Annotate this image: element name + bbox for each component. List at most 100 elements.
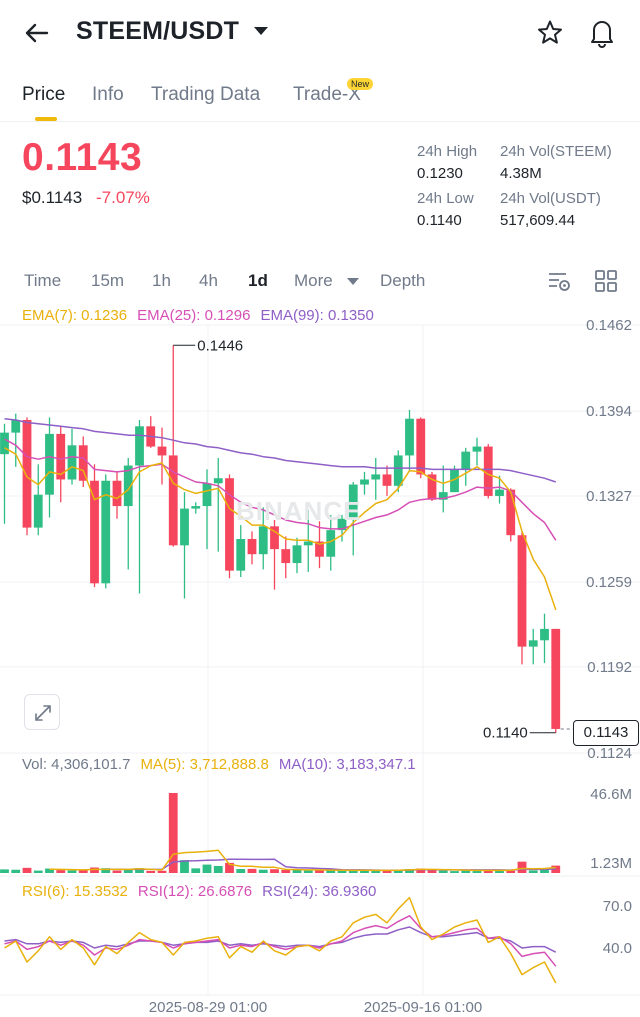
volume-bar <box>393 869 403 873</box>
interval-1d[interactable]: 1d <box>248 271 268 290</box>
volume-bar <box>427 869 437 873</box>
volume-bar <box>135 868 144 873</box>
chart-grid <box>0 324 640 996</box>
volume-bar <box>303 870 313 873</box>
bell-icon[interactable] <box>587 16 617 48</box>
volume-bar <box>270 869 279 873</box>
tab-bar: Price Info Trading Data Trade-X <box>0 76 640 122</box>
interval-bar: Time 15m 1h 4h 1d More Depth <box>0 264 640 298</box>
volume-bar <box>506 870 516 873</box>
candle-body <box>495 489 504 496</box>
volume-bar <box>202 864 212 873</box>
price-axis-label: 0.1462 <box>586 317 632 334</box>
candle-body <box>191 506 201 509</box>
volume-bar <box>405 869 414 873</box>
volume-bar <box>281 869 291 873</box>
volume-bar <box>0 869 9 873</box>
candle-body <box>270 526 279 550</box>
star-icon[interactable] <box>535 18 565 48</box>
arrow-left-icon[interactable] <box>22 18 52 48</box>
candle-body <box>45 433 54 495</box>
volume-bar <box>78 870 88 873</box>
volume-bar <box>11 869 21 873</box>
volume-bar <box>112 870 122 873</box>
volume-bar <box>157 870 167 873</box>
volume-bar <box>168 793 178 873</box>
candle-body <box>123 465 133 507</box>
price-axis-label: 0.1192 <box>587 659 632 676</box>
depth-tab[interactable]: Depth <box>380 271 426 290</box>
last-price-marker: 0.1143 <box>573 720 639 746</box>
caret-down-icon[interactable] <box>347 278 359 285</box>
volume-bar <box>56 870 66 873</box>
vol-quote-label: 24h Vol(USDT) <box>500 190 601 207</box>
price-axis-label: 0.1259 <box>586 574 632 591</box>
candle-body <box>303 541 313 546</box>
candle-body <box>371 474 381 480</box>
candle-body <box>0 432 9 455</box>
volume-bar <box>348 870 358 873</box>
candle-body <box>438 492 448 500</box>
tab-price[interactable]: Price <box>22 84 66 105</box>
volume-bar <box>67 870 77 873</box>
interval-time[interactable]: Time <box>24 271 62 290</box>
candle-body <box>236 539 246 571</box>
volume-bar <box>371 870 381 873</box>
candle-body <box>247 539 257 555</box>
indicator-settings-icon[interactable] <box>546 268 572 294</box>
candle-body <box>461 451 471 470</box>
pair-selector[interactable]: STEEM/USDT <box>76 17 240 45</box>
candle-body <box>540 628 549 641</box>
expand-chart-button[interactable] <box>24 694 60 730</box>
tab-trade-x[interactable]: Trade-X <box>293 84 361 105</box>
candle-body <box>112 480 122 507</box>
interval-4h[interactable]: 4h <box>199 271 218 290</box>
layout-grid-icon[interactable] <box>593 268 619 294</box>
ema99-label: EMA(99): 0.1350 <box>260 307 374 324</box>
volume-bar <box>33 870 43 873</box>
tab-trading-data[interactable]: Trading Data <box>151 84 261 105</box>
candle-body <box>506 489 516 536</box>
ema99-line <box>4 417 557 483</box>
volume-bar <box>146 870 156 873</box>
interval-more[interactable]: More <box>294 271 333 290</box>
volume-bar <box>22 867 32 873</box>
rsi-legend: RSI(6): 15.3532 RSI(12): 26.6876 RSI(24): … <box>22 883 376 900</box>
candle-body <box>528 640 538 647</box>
candle-body <box>315 541 324 557</box>
low-value: 0.1140 <box>417 212 462 229</box>
rsi12-label: RSI(12): 26.6876 <box>137 883 253 900</box>
rsi-axis-label: 40.0 <box>603 940 632 957</box>
candle-body <box>90 480 99 584</box>
candle-body <box>258 526 268 555</box>
candle-body <box>11 419 21 433</box>
interval-1h[interactable]: 1h <box>152 271 171 290</box>
interval-15m[interactable]: 15m <box>91 271 125 290</box>
ema25-line <box>4 438 557 541</box>
volume-bar <box>258 869 268 873</box>
candle-body <box>416 418 426 475</box>
high-value: 0.1230 <box>417 165 463 182</box>
candle-body <box>33 494 43 528</box>
candle-body <box>360 479 369 485</box>
chart-axes: 0.1446 0.1140 0.1462 0.1394 0.1327 0.1259 0.11… <box>149 317 632 1016</box>
new-badge: New <box>347 78 374 90</box>
rsi12-line <box>4 915 557 967</box>
candle-body <box>213 478 223 484</box>
rsi-axis-label: 70.0 <box>603 898 632 915</box>
rsi24-label: RSI(24): 36.9360 <box>262 883 377 900</box>
candle-body <box>427 474 437 500</box>
candle-body <box>348 484 358 519</box>
caret-down-icon[interactable] <box>254 27 268 35</box>
volume-bar <box>236 869 246 873</box>
candles-layer <box>0 345 561 733</box>
candle-body <box>292 545 302 564</box>
volume-axis-label: 1.23M <box>590 855 632 872</box>
tab-info[interactable]: Info <box>92 84 124 105</box>
rsi6-label: RSI(6): 15.3532 <box>22 883 128 900</box>
ma10-label: MA(10): 3,183,347.1 <box>278 756 416 773</box>
volume-legend: Vol: 4,306,101.7 MA(5): 3,712,888.8 MA(10)… <box>22 756 416 773</box>
volume-bar <box>517 861 527 873</box>
candle-body <box>405 418 414 456</box>
